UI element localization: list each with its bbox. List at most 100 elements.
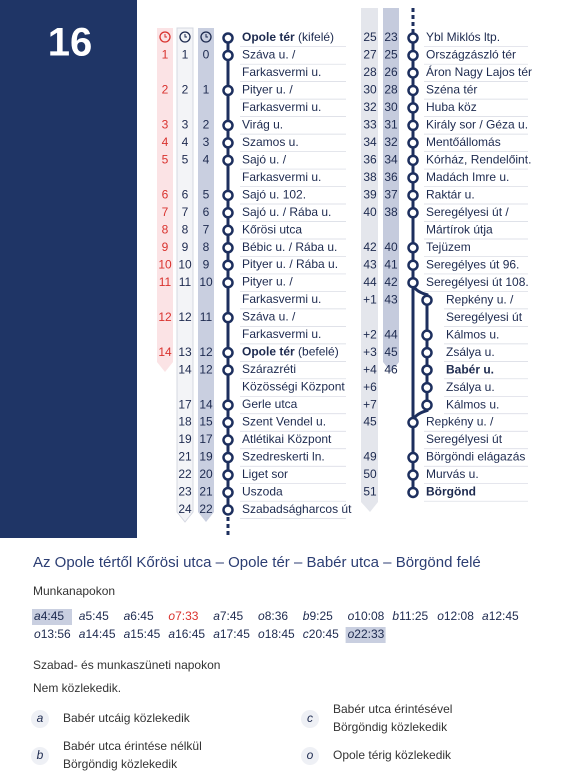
- schedule-heading: Az Opole tértől Kőrösi utca – Opole tér …: [33, 554, 481, 571]
- departure: o22:33: [348, 627, 385, 641]
- departure-time: 8:36: [265, 609, 289, 623]
- departure: o8:36: [258, 609, 288, 623]
- stop-time: 11: [200, 310, 213, 324]
- stop-time: 7: [182, 205, 189, 219]
- stop-name: Kórház, Rendelőint.: [426, 153, 531, 167]
- stop-name-main: Szárazréti: [242, 362, 296, 376]
- stop-time: 30: [384, 100, 398, 114]
- red-column-bg: [157, 28, 173, 372]
- departure-time: 14:45: [85, 627, 115, 641]
- stop-dot: [407, 242, 419, 254]
- departure-time: 11:25: [399, 609, 428, 623]
- stop-time: 2: [162, 83, 169, 97]
- departure-note: o: [258, 609, 265, 623]
- stop-time: 9: [162, 240, 169, 254]
- stop-time: 15: [199, 415, 213, 429]
- stop-name-main: Szedreskerti ln.: [242, 450, 325, 464]
- stop-dot: [421, 381, 433, 394]
- stop-name: Zsálya u.: [446, 380, 495, 394]
- stop-time: 25: [363, 30, 377, 44]
- departure: b11:25: [392, 609, 428, 623]
- legend-badge: [31, 747, 49, 765]
- stop-dot: [407, 32, 419, 44]
- stop-dot: [407, 102, 419, 114]
- stop-dot: [407, 486, 419, 499]
- stop-time: 39: [363, 187, 377, 201]
- stop-name-main: Farkasvermi u.: [242, 327, 321, 341]
- departure-time: 5:45: [85, 609, 109, 623]
- stop-name: Szárazréti: [242, 362, 296, 376]
- departure-note: a: [168, 627, 175, 641]
- stop-dot: [407, 49, 419, 62]
- stop-name: Áron Nagy Lajos tér: [426, 64, 532, 79]
- stop-dot: [222, 469, 234, 481]
- stop-dot: [222, 119, 234, 132]
- departure: o13:56: [34, 627, 71, 641]
- stop-time: 46: [384, 362, 398, 376]
- stop-time: 12: [178, 310, 192, 324]
- stop-time: 45: [384, 345, 398, 359]
- stop-name-main: Atlétikai Központ: [242, 432, 332, 446]
- stop-name: Gerle utca: [242, 397, 298, 411]
- departure-time: 16:45: [175, 627, 205, 641]
- stop-time: 3: [203, 135, 210, 149]
- stop-time: 22: [178, 467, 192, 481]
- stop-time: 37: [384, 187, 398, 201]
- legend-key: c: [307, 711, 313, 725]
- stop-name: Repkény u. /: [446, 292, 514, 306]
- legend-key: b: [37, 748, 44, 762]
- stop-time: 33: [363, 118, 377, 132]
- stop-name: Babér u.: [446, 362, 494, 376]
- stop-name-main: Szamos u.: [242, 135, 299, 149]
- stop-dot: [222, 276, 234, 289]
- stop-name: Huba köz: [426, 100, 477, 114]
- departure: a7:45: [213, 609, 243, 623]
- stop-dot: [407, 451, 419, 464]
- departure-time: 20:45: [309, 627, 339, 641]
- holiday-note: Nem közlekedik.: [33, 681, 121, 695]
- stop-time: 8: [203, 240, 210, 254]
- stop-name-main: Száva u. /: [242, 48, 296, 62]
- departure: c20:45: [303, 627, 339, 641]
- stop-time: 6: [182, 187, 189, 201]
- stop-name-main: Közösségi Központ: [242, 380, 345, 394]
- stop-name: Murvás u.: [426, 467, 479, 481]
- stop-name: Farkasvermi u.: [242, 100, 321, 114]
- stop-name: Száva u. /: [242, 310, 296, 324]
- stop-dot: [222, 399, 234, 411]
- stop-time: 42: [363, 240, 377, 254]
- stop-time: 22: [199, 502, 213, 516]
- stop-time: 24: [178, 502, 192, 516]
- departure-time: 13:56: [41, 627, 71, 641]
- departure: o18:45: [258, 627, 295, 641]
- stop-time: 8: [162, 222, 169, 236]
- stop-name: Zsálya u.: [446, 345, 495, 359]
- departure-note: c: [303, 627, 309, 641]
- departure-time: 7:45: [220, 609, 244, 623]
- stop-name: Raktár u.: [426, 187, 475, 201]
- stop-dot: [407, 154, 419, 167]
- departure-highlight: [345, 627, 386, 643]
- stop-name: Opole tér (befelé): [242, 345, 339, 359]
- stop-time: 2: [182, 83, 189, 97]
- stop-time: 5: [182, 153, 189, 167]
- stop-name: Szamos u.: [242, 135, 299, 149]
- stop-name: Sajó u. / Rába u.: [242, 205, 331, 219]
- stop-dot: [407, 189, 419, 202]
- stop-time: 7: [203, 222, 210, 236]
- legend-badge: [301, 710, 319, 728]
- stop-time: 19: [178, 432, 192, 446]
- stop-time: 9: [203, 257, 210, 271]
- stop-dot: [407, 119, 419, 132]
- stop-dot: [222, 486, 234, 499]
- departure-note: a: [124, 627, 131, 641]
- stop-name: Seregélyes út 96.: [426, 257, 519, 271]
- stop-name-main: Pityer u. /: [242, 275, 293, 289]
- stop-dot: [222, 84, 234, 97]
- stop-time: +7: [363, 397, 377, 411]
- stop-name-main: Bébic u. / Rába u.: [242, 240, 337, 254]
- stop-dot: [421, 294, 433, 306]
- stop-time: 18: [178, 415, 192, 429]
- departure: a6:45: [124, 609, 154, 623]
- stop-time: 3: [182, 118, 189, 132]
